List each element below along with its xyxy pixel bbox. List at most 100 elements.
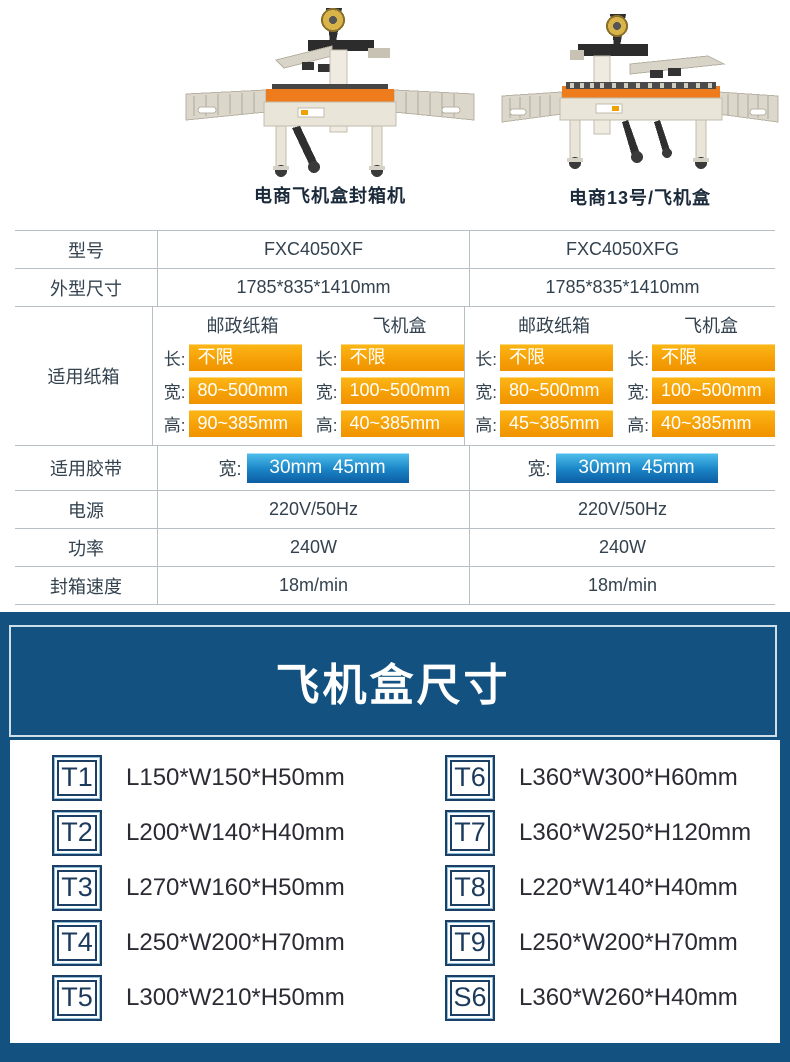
carton-value-badge: 40~385mm	[652, 410, 775, 437]
product-1-name: 电商飞机盒封箱机	[254, 186, 406, 206]
size-text: L300*W210*H50mm	[126, 983, 345, 1011]
size-text: L360*W300*H60mm	[519, 763, 738, 791]
speed-value-2: 18m/min	[469, 567, 775, 604]
speed-value-1: 18m/min	[157, 567, 469, 604]
dim-label: 宽:	[218, 459, 242, 479]
size-row-t4: T4 L250*W200*H70mm	[10, 915, 395, 970]
size-row-t1: T1 L150*W150*H50mm	[10, 750, 395, 805]
size-text: L220*W140*H40mm	[519, 873, 738, 901]
size-code-badge: T7	[450, 814, 490, 851]
carton-group-header: 邮政纸箱	[518, 316, 590, 336]
dim-label: 宽:	[475, 383, 497, 402]
dim-label: 长:	[315, 350, 338, 369]
size-code-badge: T9	[450, 924, 490, 961]
row-label-speed: 封箱速度	[50, 576, 122, 597]
sealing-machine-1-image	[185, 8, 475, 177]
carton-group-postal: 邮政纸箱 长: 不限 宽: 80~500mm 高: 90~385mm	[154, 313, 302, 440]
product-2-name: 电商13号/飞机盒	[568, 188, 712, 208]
product-1: 电商飞机盒封箱机	[170, 4, 490, 208]
carton-group-header: 飞机盒	[684, 316, 738, 336]
dim-label: 高:	[475, 416, 497, 435]
power-value-1: 240W	[157, 529, 469, 566]
tape-width-badge: 30mm 45mm	[246, 453, 409, 483]
size-row-t3: T3 L270*W160*H50mm	[10, 860, 395, 915]
tape-width-badge: 30mm 45mm	[555, 453, 718, 483]
product-image-area: 电商飞机盒封箱机	[0, 0, 790, 214]
carton-value-badge: 90~385mm	[188, 410, 302, 437]
size-row-t8: T8 L220*W140*H40mm	[395, 860, 780, 915]
carton-value-badge: 45~385mm	[500, 410, 613, 437]
carton-group-postal: 邮政纸箱 长: 不限 宽: 80~500mm 高: 45~385mm	[465, 313, 613, 440]
size-code-badge: T1	[57, 759, 97, 796]
table-row-dimensions: 外型尺寸 1785*835*1410mm 1785*835*1410mm	[15, 269, 775, 307]
carton-value-badge: 不限	[340, 344, 464, 371]
carton-group-airplane-box: 飞机盒 长: 不限 宽: 100~500mm 高: 40~385mm	[306, 313, 464, 440]
table-row-tape: 适用胶带 宽: 30mm 45mm 宽: 30mm 45mm	[15, 446, 775, 491]
model-value-1: FXC4050XF	[157, 231, 469, 268]
dim-label: 高:	[163, 416, 186, 435]
size-text: L150*W150*H50mm	[126, 763, 345, 791]
carton-cell-1: 邮政纸箱 长: 不限 宽: 80~500mm 高: 90~385mm 飞机盒 长: 不限…	[152, 307, 464, 445]
size-text: L270*W160*H50mm	[126, 873, 345, 901]
power-supply-value-1: 220V/50Hz	[157, 491, 469, 528]
size-code-badge: T3	[57, 869, 97, 906]
table-row-model: 型号 FXC4050XF FXC4050XFG	[15, 231, 775, 269]
size-code-badge: T2	[57, 814, 97, 851]
size-code-badge: T6	[450, 759, 490, 796]
size-row-t5: T5 L300*W210*H50mm	[10, 970, 395, 1025]
carton-value-badge: 不限	[500, 344, 613, 371]
carton-value-badge: 不限	[188, 344, 302, 371]
table-row-carton: 适用纸箱 邮政纸箱 长: 不限 宽: 80~500mm 高: 90~385mm 飞机盒…	[15, 307, 775, 446]
dim-label: 长:	[627, 350, 649, 369]
dimensions-value-2: 1785*835*1410mm	[469, 269, 775, 306]
size-row-t2: T2 L200*W140*H40mm	[10, 805, 395, 860]
carton-cell-2: 邮政纸箱 长: 不限 宽: 80~500mm 高: 45~385mm 飞机盒 长: 不限…	[464, 307, 775, 445]
carton-group-header: 飞机盒	[372, 316, 427, 336]
box-size-panel: 飞机盒尺寸 T1 L150*W150*H50mm T2 L200*W140*H40m…	[0, 612, 790, 1062]
size-text: L250*W200*H70mm	[126, 928, 345, 956]
model-value-2: FXC4050XFG	[469, 231, 775, 268]
row-label-power-supply: 电源	[68, 500, 104, 521]
size-code-badge: T8	[450, 869, 490, 906]
size-row-t9: T9 L250*W200*H70mm	[395, 915, 780, 970]
size-text: L250*W200*H70mm	[519, 928, 738, 956]
table-row-power: 功率 240W 240W	[15, 529, 775, 567]
spec-table: 型号 FXC4050XF FXC4050XFG 外型尺寸 1785*835*14…	[15, 230, 775, 605]
size-column-left: T1 L150*W150*H50mm T2 L200*W140*H40mm T3 L2…	[10, 750, 395, 1043]
panel-title-box: 飞机盒尺寸	[9, 625, 777, 737]
row-label-carton: 适用纸箱	[47, 367, 120, 387]
dim-label: 宽:	[315, 383, 338, 402]
size-column-right: T6 L360*W300*H60mm T7 L360*W250*H120mm T8 L…	[395, 750, 780, 1043]
size-text: L360*W250*H120mm	[519, 818, 752, 846]
carton-value-badge: 100~500mm	[340, 377, 464, 404]
row-label-model: 型号	[68, 240, 104, 261]
row-label-tape: 适用胶带	[50, 459, 122, 479]
carton-group-airplane-box: 飞机盒 长: 不限 宽: 100~500mm 高: 40~385mm	[617, 313, 775, 440]
panel-title: 飞机盒尺寸	[275, 661, 511, 710]
dim-label: 宽:	[627, 383, 649, 402]
dim-label: 宽:	[163, 383, 186, 402]
carton-value-badge: 不限	[652, 344, 775, 371]
dim-label: 高:	[315, 416, 338, 435]
row-label-power: 功率	[68, 538, 104, 559]
size-code-badge: S6	[450, 979, 490, 1016]
box-size-list: T1 L150*W150*H50mm T2 L200*W140*H40mm T3 L2…	[10, 740, 780, 1043]
dim-label: 长:	[163, 350, 186, 369]
dim-label: 长:	[475, 350, 497, 369]
dim-label: 宽:	[527, 459, 551, 479]
size-row-s6: S6 L360*W260*H40mm	[395, 970, 780, 1025]
power-value-2: 240W	[469, 529, 775, 566]
size-code-badge: T4	[57, 924, 97, 961]
carton-value-badge: 40~385mm	[340, 410, 464, 437]
product-2: 电商13号/飞机盒	[495, 12, 785, 210]
carton-value-badge: 100~500mm	[652, 377, 775, 404]
row-label-dimensions: 外型尺寸	[50, 278, 122, 299]
carton-value-badge: 80~500mm	[188, 377, 302, 404]
size-text: L360*W260*H40mm	[519, 983, 738, 1011]
power-supply-value-2: 220V/50Hz	[469, 491, 775, 528]
size-code-badge: T5	[57, 979, 97, 1016]
dimensions-value-1: 1785*835*1410mm	[157, 269, 469, 306]
carton-value-badge: 80~500mm	[500, 377, 613, 404]
size-text: L200*W140*H40mm	[126, 818, 345, 846]
